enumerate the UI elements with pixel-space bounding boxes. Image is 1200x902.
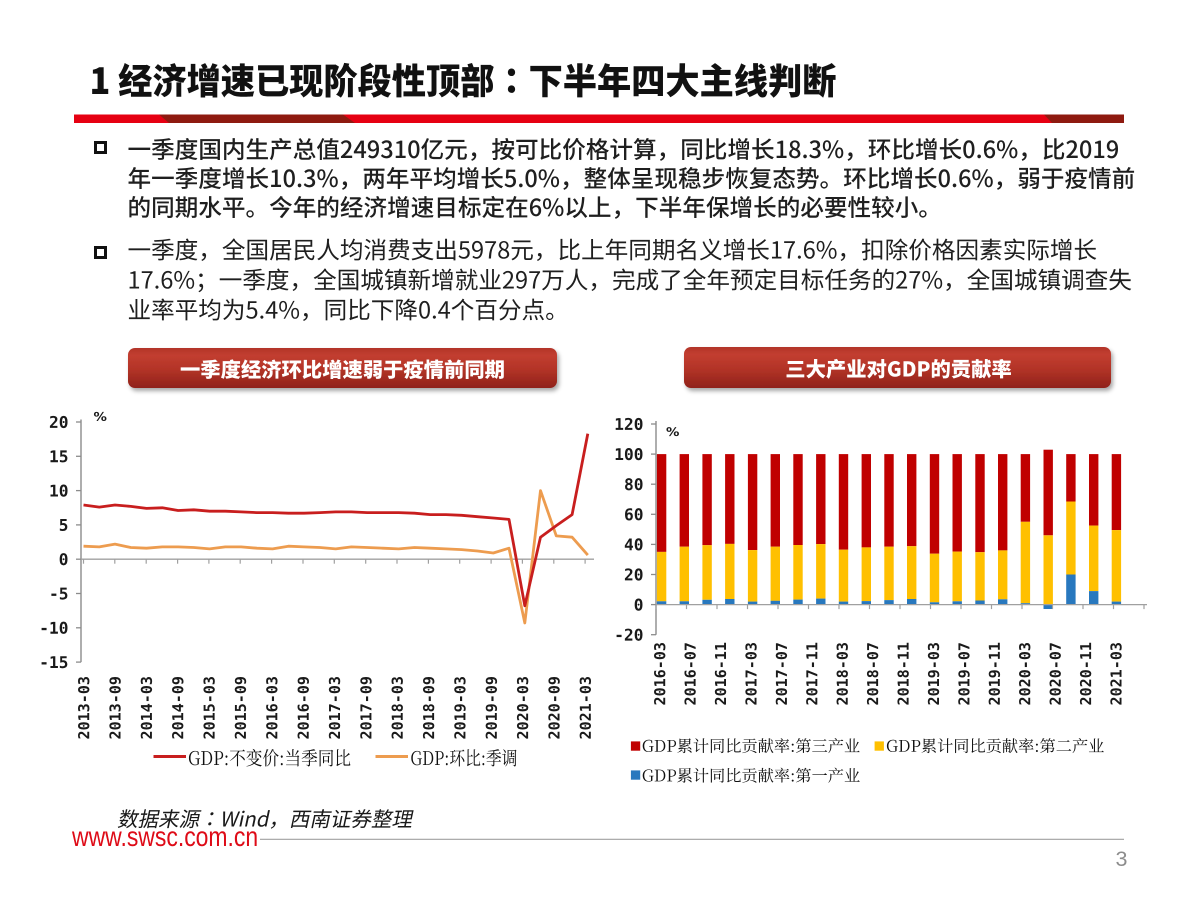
svg-text:3: 3 [1116, 847, 1128, 871]
svg-text:www.swsc.com.cn: www.swsc.com.cn [71, 822, 258, 853]
